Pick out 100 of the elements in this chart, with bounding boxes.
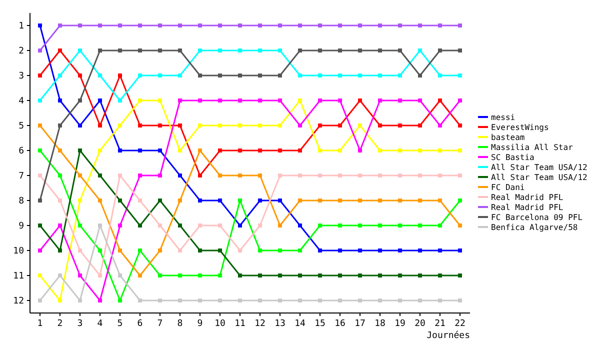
point <box>278 48 282 52</box>
point <box>258 198 262 202</box>
point <box>378 74 382 78</box>
point <box>58 174 62 178</box>
point <box>198 98 202 102</box>
point <box>118 124 122 128</box>
point <box>318 124 322 128</box>
y-tick-label: 11 <box>13 272 24 282</box>
point <box>398 298 402 302</box>
point <box>178 198 182 202</box>
point <box>378 224 382 228</box>
x-tick-label: 21 <box>434 319 446 329</box>
point <box>98 48 102 52</box>
point <box>458 274 462 278</box>
point <box>58 274 62 278</box>
point <box>258 48 262 52</box>
legend-label: SC Bastia <box>491 153 535 162</box>
point <box>378 48 382 52</box>
point <box>438 298 442 302</box>
point <box>258 248 262 252</box>
point <box>298 74 302 78</box>
point <box>118 248 122 252</box>
point <box>38 198 42 202</box>
point <box>418 74 422 78</box>
point <box>458 24 462 28</box>
point <box>338 248 342 252</box>
point <box>298 24 302 28</box>
point <box>278 248 282 252</box>
point <box>238 248 242 252</box>
point <box>78 224 82 228</box>
x-tick-label: 14 <box>294 319 306 329</box>
point <box>118 298 122 302</box>
point <box>138 124 142 128</box>
point <box>278 174 282 178</box>
point <box>38 124 42 128</box>
x-tick-label: 7 <box>157 319 163 329</box>
point <box>218 48 222 52</box>
point <box>338 148 342 152</box>
point <box>258 124 262 128</box>
point <box>78 198 82 202</box>
point <box>98 248 102 252</box>
point <box>298 298 302 302</box>
point <box>218 24 222 28</box>
point <box>398 98 402 102</box>
x-tick-label: 5 <box>117 319 123 329</box>
point <box>458 74 462 78</box>
point <box>458 224 462 228</box>
point <box>58 74 62 78</box>
y-tick-label: 2 <box>18 46 24 56</box>
point <box>118 274 122 278</box>
x-tick-label: 18 <box>374 319 386 329</box>
point <box>98 274 102 278</box>
point <box>298 248 302 252</box>
point <box>398 48 402 52</box>
point <box>198 48 202 52</box>
point <box>438 198 442 202</box>
point <box>458 248 462 252</box>
point <box>98 298 102 302</box>
point <box>238 74 242 78</box>
point <box>38 24 42 28</box>
point <box>58 48 62 52</box>
point <box>258 224 262 228</box>
point <box>178 24 182 28</box>
point <box>178 148 182 152</box>
x-tick-label: 15 <box>314 319 326 329</box>
point <box>418 174 422 178</box>
point <box>158 198 162 202</box>
point <box>98 198 102 202</box>
point <box>218 74 222 78</box>
point <box>358 248 362 252</box>
point <box>58 248 62 252</box>
point <box>178 224 182 228</box>
x-tick-label: 10 <box>214 319 226 329</box>
point <box>278 98 282 102</box>
point <box>58 98 62 102</box>
point <box>438 248 442 252</box>
point <box>298 174 302 178</box>
point <box>318 274 322 278</box>
point <box>158 224 162 228</box>
point <box>378 124 382 128</box>
point <box>298 224 302 228</box>
point <box>158 298 162 302</box>
point <box>318 148 322 152</box>
y-tick-label: 5 <box>18 122 24 132</box>
legend-label: EverestWings <box>491 123 549 132</box>
point <box>358 274 362 278</box>
point <box>458 174 462 178</box>
point <box>298 98 302 102</box>
point <box>38 74 42 78</box>
point <box>418 198 422 202</box>
point <box>118 174 122 178</box>
point <box>338 124 342 128</box>
point <box>38 248 42 252</box>
point <box>438 274 442 278</box>
x-tick-label: 2 <box>57 319 63 329</box>
y-tick-label: 8 <box>18 196 24 206</box>
point <box>238 48 242 52</box>
point <box>418 298 422 302</box>
point <box>158 48 162 52</box>
x-tick-label: 11 <box>234 319 246 329</box>
